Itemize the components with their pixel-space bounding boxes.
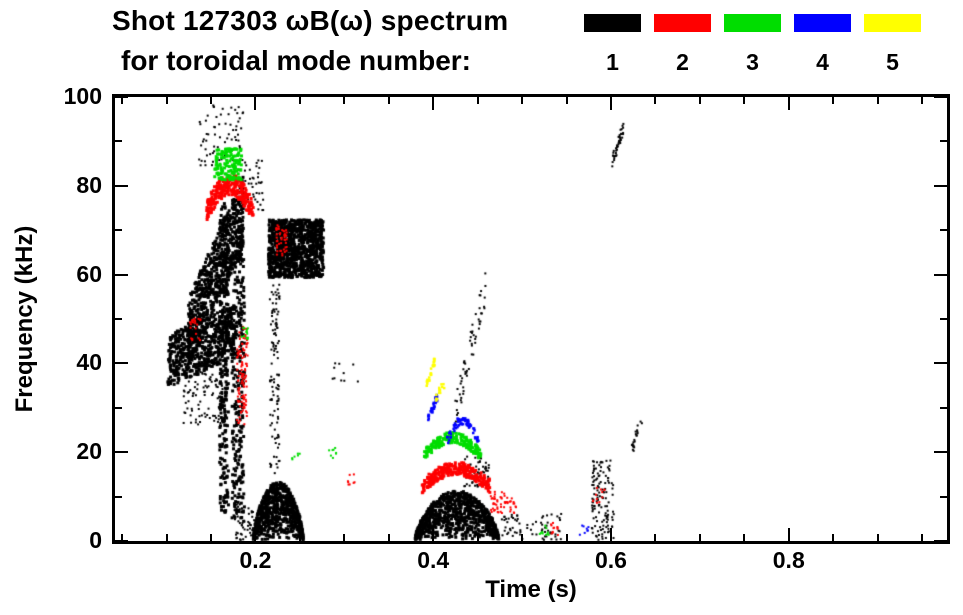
x-tick xyxy=(877,97,879,104)
x-tick xyxy=(610,97,612,110)
legend-swatch xyxy=(654,14,711,32)
y-tick-label: 40 xyxy=(76,349,102,376)
x-tick xyxy=(877,534,879,541)
x-tick xyxy=(788,528,790,541)
chart-title: Shot 127303 ωB(ω) spectrum xyxy=(112,5,509,36)
x-tick xyxy=(299,97,301,104)
x-tick xyxy=(566,97,568,104)
x-tick xyxy=(743,534,745,541)
y-tick xyxy=(934,185,947,187)
y-tick xyxy=(115,185,128,187)
x-tick xyxy=(388,534,390,541)
x-tick xyxy=(832,97,834,104)
x-tick xyxy=(654,97,656,104)
legend xyxy=(584,14,921,32)
x-axis-title: Time (s) xyxy=(485,576,577,603)
y-tick xyxy=(115,407,122,409)
y-tick xyxy=(115,496,122,498)
x-tick xyxy=(699,97,701,104)
y-tick xyxy=(934,451,947,453)
legend-number: 3 xyxy=(746,49,759,75)
x-tick xyxy=(254,528,256,541)
x-tick xyxy=(299,534,301,541)
y-tick xyxy=(115,274,128,276)
x-tick xyxy=(388,97,390,104)
y-tick xyxy=(934,362,947,364)
x-tick xyxy=(166,97,168,104)
x-tick xyxy=(432,97,434,110)
y-tick xyxy=(940,140,947,142)
x-tick xyxy=(610,528,612,541)
y-tick xyxy=(940,229,947,231)
y-tick-label: 0 xyxy=(89,527,102,553)
legend-swatch xyxy=(584,14,641,32)
y-axis-title: Frequency (kHz) xyxy=(11,225,38,413)
legend-swatch xyxy=(794,14,851,32)
x-tick xyxy=(166,534,168,541)
y-tick xyxy=(934,540,947,542)
legend-number: 2 xyxy=(676,49,689,75)
legend-numbers: 1 2 3 4 5 xyxy=(584,49,921,76)
x-tick xyxy=(210,97,212,104)
x-tick-label: 0.8 xyxy=(772,547,805,573)
y-tick xyxy=(115,318,122,320)
x-tick-label: 0.2 xyxy=(239,547,272,573)
legend-number: 4 xyxy=(816,49,829,75)
y-tick xyxy=(940,318,947,320)
x-tick xyxy=(521,534,523,541)
x-tick xyxy=(477,97,479,104)
x-tick xyxy=(121,97,123,104)
x-tick-label: 0.6 xyxy=(595,547,627,573)
x-tick xyxy=(432,528,434,541)
x-tick xyxy=(921,534,923,541)
y-tick xyxy=(940,407,947,409)
y-tick xyxy=(115,140,122,142)
plot-box xyxy=(112,94,950,544)
x-tick xyxy=(699,534,701,541)
x-tick xyxy=(210,534,212,541)
x-tick xyxy=(788,97,790,110)
y-tick xyxy=(115,451,128,453)
x-tick xyxy=(743,97,745,104)
y-tick xyxy=(115,540,128,542)
x-tick xyxy=(654,534,656,541)
x-tick xyxy=(477,534,479,541)
legend-number: 1 xyxy=(606,49,619,75)
y-tick-label: 60 xyxy=(76,260,102,287)
x-tick xyxy=(921,97,923,104)
data-canvas xyxy=(115,97,947,541)
legend-number: 5 xyxy=(886,49,899,75)
x-tick xyxy=(566,534,568,541)
x-tick-label: 0.4 xyxy=(417,547,450,573)
x-tick xyxy=(121,534,123,541)
y-tick xyxy=(115,362,128,364)
x-tick xyxy=(832,534,834,541)
y-tick xyxy=(115,229,122,231)
legend-swatch xyxy=(864,14,921,32)
x-tick xyxy=(343,97,345,104)
y-tick-label: 20 xyxy=(76,438,102,465)
y-tick-label: 100 xyxy=(63,83,102,109)
y-tick xyxy=(934,274,947,276)
x-tick xyxy=(343,534,345,541)
x-tick xyxy=(254,97,256,110)
x-tick xyxy=(521,97,523,104)
y-tick-label: 80 xyxy=(76,171,102,198)
y-tick xyxy=(934,96,947,98)
y-tick xyxy=(940,496,947,498)
chart-subtitle: for toroidal mode number: xyxy=(121,45,471,76)
legend-swatch xyxy=(724,14,781,32)
